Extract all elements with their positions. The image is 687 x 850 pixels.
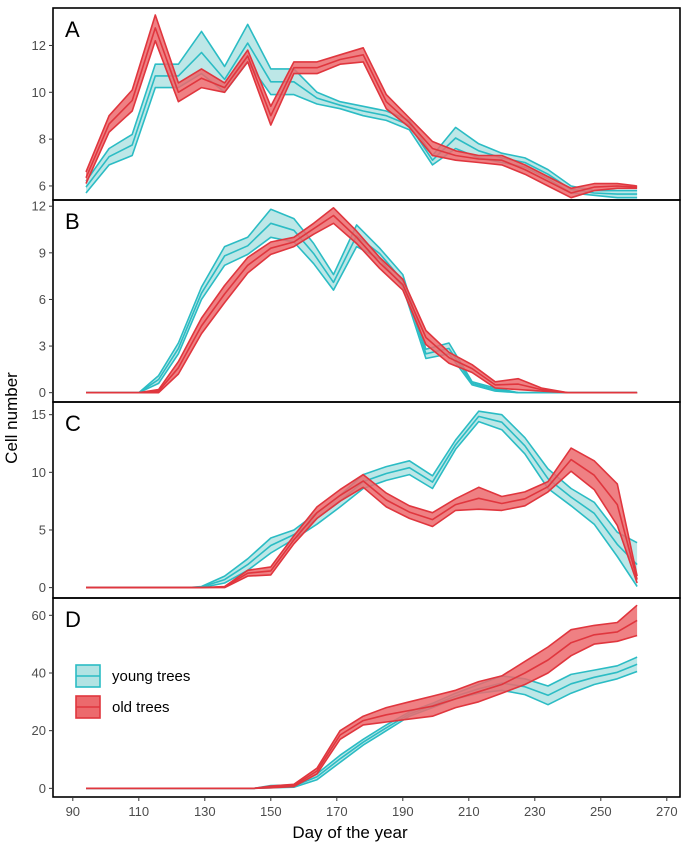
y-axis-title: Cell number [2, 372, 21, 464]
line-upper-old-b [86, 207, 638, 394]
panel-label-d: D [65, 607, 81, 632]
line-mean-old-b [86, 214, 638, 394]
y-tick-label-c: 0 [39, 580, 46, 595]
line-upper-young-a [85, 23, 638, 192]
band-young-c [86, 411, 638, 588]
line-mean-old-a [85, 27, 638, 194]
panel-label-c: C [65, 411, 81, 436]
band-young-b [86, 209, 638, 393]
legend: young trees old trees [75, 664, 190, 719]
y-tick-label-b: 12 [32, 199, 46, 214]
x-tick-label: 270 [656, 804, 678, 819]
line-lower-old-a [85, 39, 638, 199]
y-tick-label-b: 0 [39, 385, 46, 400]
x-tick-label: 210 [458, 804, 480, 819]
panel-frame-d [52, 597, 681, 798]
line-mean-old-c [86, 458, 638, 589]
line-lower-young-c [86, 420, 638, 589]
y-tick-label-a: 8 [39, 132, 46, 147]
x-tick-label: 130 [194, 804, 216, 819]
x-tick-label: 230 [524, 804, 546, 819]
x-axis-title: Day of the year [292, 823, 408, 842]
line-upper-old-c [86, 447, 638, 589]
y-tick-label-c: 15 [32, 407, 46, 422]
line-mean-young-c [86, 415, 638, 589]
line-lower-young-b [86, 236, 638, 394]
line-mean-young-b [86, 222, 638, 394]
x-tick-label: 150 [260, 804, 282, 819]
band-old-c [86, 448, 638, 588]
y-tick-label-c: 10 [32, 465, 46, 480]
y-tick-label-c: 5 [39, 522, 46, 537]
y-tick-label-a: 10 [32, 85, 46, 100]
x-axis: 90 110 130 150 170 190 210 230 250 270 [66, 797, 678, 819]
band-old-a [86, 15, 638, 198]
panel-frame-b [52, 199, 681, 403]
panel-label-a: A [65, 17, 80, 42]
panel-c: 0 5 10 15 C [32, 401, 681, 599]
band-old-b [86, 207, 638, 393]
y-tick-label-d: 40 [32, 665, 46, 680]
y-tick-label-a: 12 [32, 38, 46, 53]
legend-label-young: young trees [112, 668, 190, 685]
y-tick-label-d: 20 [32, 723, 46, 738]
x-tick-label: 250 [590, 804, 612, 819]
panel-b: 0 3 6 9 12 B [32, 199, 681, 403]
line-upper-young-c [86, 410, 638, 589]
x-tick-label: 170 [326, 804, 348, 819]
line-upper-old-a [85, 14, 638, 190]
panels: 6 8 10 12 A 0 3 6 9 12 B 0 5 10 15 C 0 20 40 60 D [32, 7, 681, 798]
panel-d: 0 20 40 60 D [32, 597, 681, 798]
y-tick-label-b: 3 [39, 339, 46, 354]
panel-label-b: B [65, 209, 80, 234]
y-tick-label-d: 60 [32, 608, 46, 623]
y-tick-label-b: 9 [39, 245, 46, 260]
line-lower-old-b [86, 222, 638, 394]
y-tick-label-b: 6 [39, 292, 46, 307]
panel-a: 6 8 10 12 A [32, 7, 681, 201]
legend-label-old: old trees [112, 699, 170, 716]
x-tick-label: 190 [392, 804, 414, 819]
y-tick-label-a: 6 [39, 178, 46, 193]
line-mean-old-d [86, 619, 638, 790]
x-tick-label: 90 [66, 804, 80, 819]
y-tick-label-d: 0 [39, 781, 46, 796]
x-tick-label: 110 [128, 804, 149, 819]
line-mean-young-a [85, 42, 638, 195]
